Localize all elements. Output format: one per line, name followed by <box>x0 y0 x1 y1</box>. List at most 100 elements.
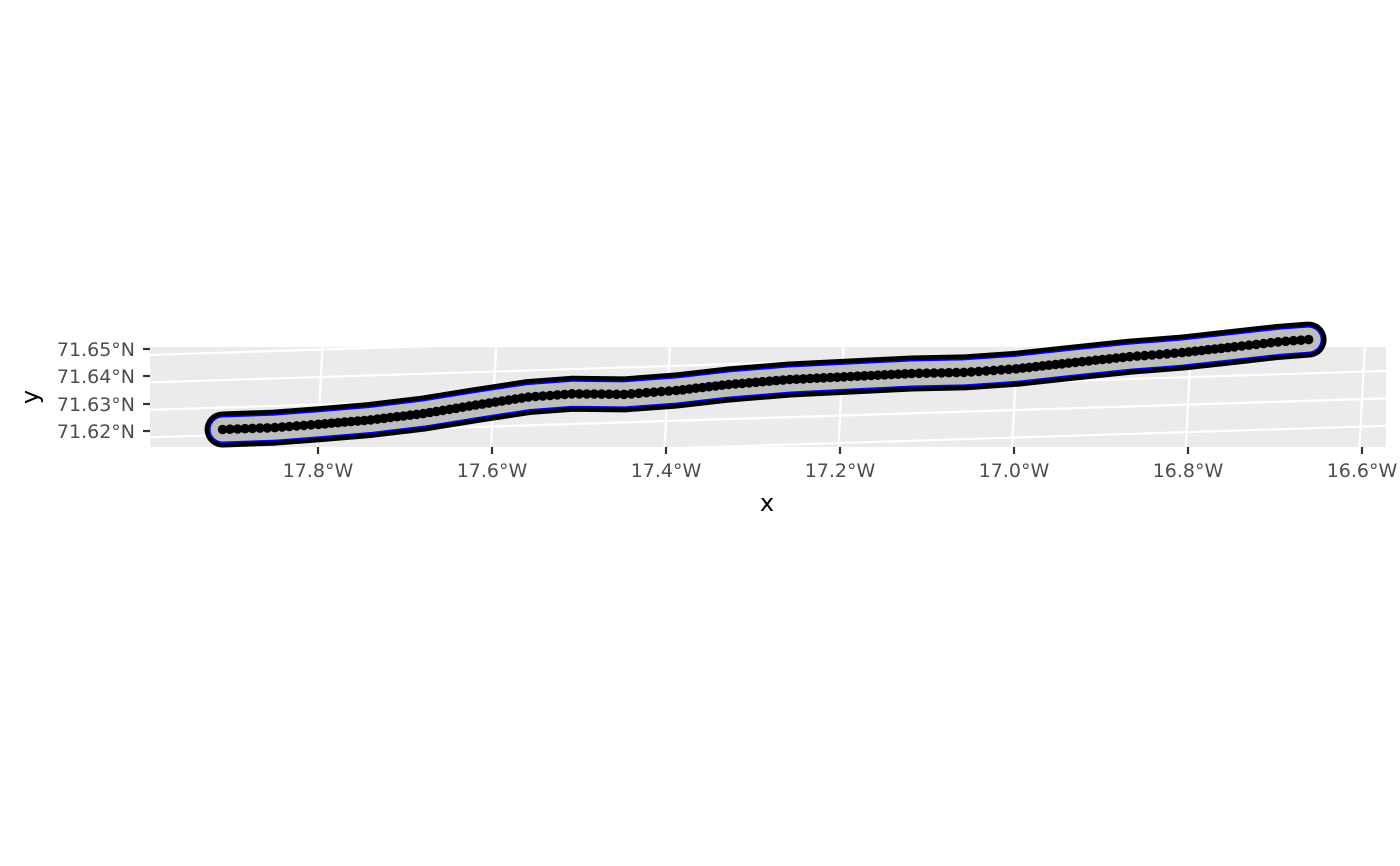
x-axis-ticks: 17.8°W 17.6°W 17.4°W 17.2°W 17.0°W 16.8°W 16.6… <box>283 447 1398 482</box>
track-point <box>879 370 890 380</box>
y-axis: y 71.65°N 71.64°N 71.63°N 71.62°N <box>16 339 150 443</box>
track-point <box>1169 348 1180 359</box>
track-point <box>988 365 999 376</box>
track-point <box>277 422 287 432</box>
graticule-meridian <box>141 300 151 493</box>
track-point <box>1266 337 1276 348</box>
track-point <box>255 423 265 433</box>
track-point <box>626 389 637 399</box>
track-point <box>284 421 295 432</box>
track-point <box>240 423 250 434</box>
track-point <box>523 392 534 402</box>
track-point <box>545 390 555 401</box>
track-point <box>270 422 280 433</box>
track-point <box>589 389 599 399</box>
x-tick-label: 17.6°W <box>457 460 528 482</box>
track-point <box>1236 341 1247 351</box>
track-point <box>574 389 585 399</box>
track-point <box>951 367 962 378</box>
track-point <box>1147 350 1157 360</box>
track-point <box>1229 342 1240 352</box>
track-point <box>1258 338 1269 349</box>
track-point <box>649 387 659 398</box>
track-point <box>299 420 309 431</box>
track-point <box>1303 334 1314 345</box>
track-point <box>1280 336 1291 347</box>
track-point <box>839 372 849 382</box>
track-point <box>262 423 273 433</box>
x-tick-label: 16.8°W <box>1153 460 1224 482</box>
track-points <box>217 334 1314 435</box>
track-point <box>845 371 856 382</box>
track-point <box>596 389 607 399</box>
x-tick-label: 17.4°W <box>631 460 702 482</box>
track-point <box>966 367 977 377</box>
track-point <box>611 389 622 400</box>
y-tick-label: 71.62°N <box>57 421 135 443</box>
track-point <box>1154 349 1165 360</box>
track-point <box>805 373 815 384</box>
track-point <box>656 386 667 397</box>
map-panel <box>0 253 1400 493</box>
track-point <box>641 387 652 398</box>
track-point <box>852 371 863 382</box>
graticule-parallel <box>0 281 1400 333</box>
track-point <box>873 370 883 381</box>
x-axis: x 17.8°W 17.6°W 17.4°W 17.2°W 17.0°W 16.8°W 16… <box>283 447 1398 517</box>
track-point <box>1132 351 1142 361</box>
y-tick-label: 71.64°N <box>57 366 135 388</box>
track-point <box>1288 335 1299 346</box>
track-point <box>1124 351 1135 362</box>
x-tick-label: 17.0°W <box>979 460 1050 482</box>
y-axis-ticks: 71.65°N 71.64°N 71.63°N 71.62°N <box>57 339 150 443</box>
track-point <box>1244 340 1254 351</box>
graticule-meridian <box>316 347 324 447</box>
track-point <box>247 423 258 434</box>
track-point <box>981 366 992 376</box>
track-point <box>1296 335 1306 346</box>
graticule-parallel <box>0 253 1400 305</box>
track-point <box>866 370 876 381</box>
x-tick-label: 17.8°W <box>283 460 354 482</box>
x-tick-label: 16.6°W <box>1327 460 1398 482</box>
x-tick-label: 17.2°W <box>805 460 876 482</box>
track-point <box>1003 364 1014 375</box>
graticule-parallel <box>150 347 437 357</box>
track-point <box>217 424 228 435</box>
track-point <box>996 365 1006 375</box>
track-point <box>929 368 939 378</box>
track-point <box>914 368 924 379</box>
track-point <box>538 391 548 401</box>
track-point <box>906 368 917 379</box>
track-point <box>634 388 644 399</box>
y-tick-label: 71.63°N <box>57 394 135 416</box>
track-point <box>1251 339 1262 350</box>
track-point <box>1273 337 1283 347</box>
track-point <box>818 373 829 383</box>
track-point <box>291 421 302 431</box>
graticule-meridian <box>1358 347 1366 447</box>
track-point <box>559 389 570 400</box>
track-point <box>232 424 243 434</box>
track-point <box>604 389 614 400</box>
track-point <box>552 390 563 400</box>
track-point <box>567 389 577 399</box>
track-point <box>825 372 836 383</box>
graticule-parallel <box>678 424 1386 447</box>
track-point <box>959 367 969 378</box>
x-axis-title: x <box>760 489 774 517</box>
track-point <box>798 374 809 384</box>
track-point <box>974 366 984 377</box>
track-point <box>900 369 910 379</box>
track-point <box>936 368 947 378</box>
y-axis-title: y <box>16 390 44 404</box>
y-tick-label: 71.65°N <box>57 339 135 361</box>
track-point <box>582 389 592 399</box>
track-point <box>225 424 235 435</box>
track-point <box>664 386 674 396</box>
track-point <box>1162 349 1172 359</box>
track-point <box>791 374 802 385</box>
track-point <box>893 369 903 380</box>
track-point <box>530 391 541 402</box>
